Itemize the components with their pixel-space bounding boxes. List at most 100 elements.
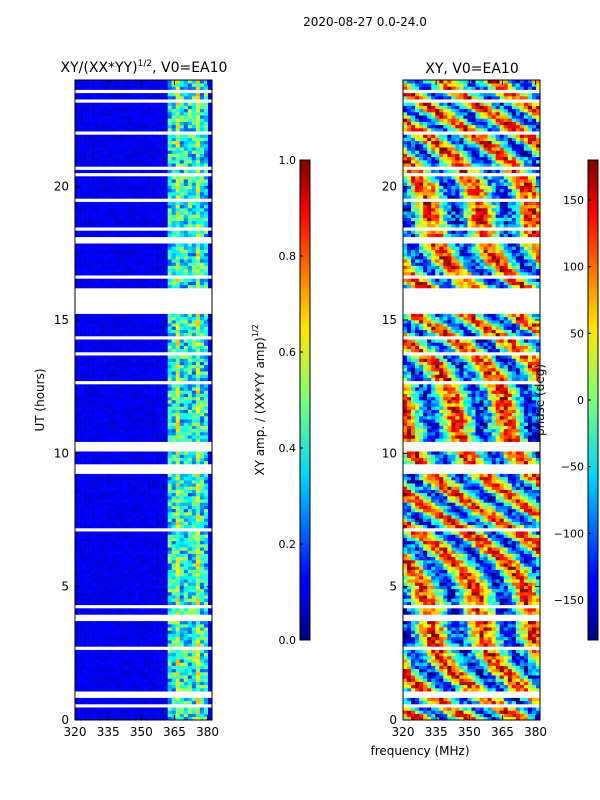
heatmap-cell (199, 601, 205, 606)
heatmap-cell (111, 272, 116, 276)
heatmap-cell (187, 566, 193, 570)
heatmap-cell (131, 710, 136, 714)
heatmap-cell (115, 716, 120, 720)
heatmap-cell (111, 243, 116, 247)
heatmap-cell (139, 672, 144, 676)
heatmap-cell (191, 371, 197, 375)
heatmap-cell (95, 476, 100, 481)
heatmap-cell (115, 672, 120, 676)
heatmap-cell (107, 268, 112, 273)
heatmap-cell (143, 640, 148, 644)
heatmap-cell (111, 316, 116, 321)
heatmap-cell (91, 179, 96, 183)
heatmap-cell (111, 361, 116, 366)
heatmap-cell (135, 220, 140, 225)
heatmap-cell (187, 316, 193, 321)
heatmap-cell (91, 582, 96, 586)
heatmap-cell (147, 499, 152, 503)
heatmap-cell (143, 710, 148, 714)
heatmap-cell (167, 208, 173, 212)
heatmap-cell (159, 262, 164, 266)
heatmap-cell (207, 188, 212, 193)
heatmap-cell (119, 547, 124, 551)
heatmap-cell (75, 233, 80, 238)
heatmap-cell (147, 256, 152, 260)
heatmap-cell (135, 176, 140, 180)
heatmap-cell (135, 268, 140, 273)
heatmap-cell (175, 188, 181, 193)
heatmap-cell (147, 412, 152, 417)
heatmap-cell (199, 544, 205, 548)
heatmap-cell (187, 249, 193, 254)
heatmap-cell (191, 675, 197, 679)
heatmap-cell (107, 192, 112, 196)
heatmap-cell (111, 569, 116, 574)
heatmap-cell (135, 659, 140, 663)
heatmap-cell (191, 534, 197, 538)
heatmap-cell (99, 243, 104, 247)
heatmap-cell (115, 323, 120, 327)
heatmap-cell (195, 713, 201, 718)
heatmap-cell (79, 179, 84, 183)
heatmap-cell (103, 409, 108, 414)
heatmap-cell (91, 563, 96, 567)
heatmap-cell (75, 627, 80, 631)
heatmap-cell (119, 355, 124, 359)
heatmap-cell (175, 195, 181, 199)
heatmap-cell (191, 512, 197, 516)
heatmap-cell (199, 332, 205, 337)
heatmap-cell (159, 396, 164, 401)
heatmap-cell (179, 585, 185, 590)
heatmap-cell (91, 460, 96, 465)
heatmap-cell (127, 457, 132, 462)
heatmap-cell (103, 553, 108, 558)
heatmap-cell (135, 339, 140, 343)
heatmap-cell (155, 496, 160, 500)
heatmap-cell (183, 326, 189, 330)
heatmap-cell (91, 361, 96, 366)
heatmap-cell (179, 678, 185, 682)
heatmap-cell (135, 697, 140, 702)
heatmap-cell (183, 153, 189, 158)
heatmap-cell (203, 713, 209, 718)
heatmap-cell (103, 390, 108, 394)
heatmap-cell (147, 176, 152, 180)
heatmap-cell (191, 451, 197, 455)
heatmap-cell (175, 662, 181, 666)
heatmap-cell (115, 595, 120, 599)
heatmap-cell (119, 422, 124, 426)
heatmap-cell (107, 502, 112, 506)
heatmap-cell (87, 246, 92, 250)
heatmap-cell (195, 323, 201, 327)
heatmap-cell (115, 630, 120, 634)
heatmap-cell (163, 556, 168, 561)
heatmap-cell (111, 374, 116, 378)
heatmap-cell (151, 326, 156, 330)
heatmap-cell (99, 252, 104, 257)
heatmap-cell (75, 368, 80, 372)
heatmap-cell (119, 556, 124, 561)
heatmap-cell (175, 265, 181, 270)
heatmap-cell (135, 489, 140, 494)
heatmap-cell (199, 473, 205, 478)
heatmap-cell (131, 681, 136, 686)
heatmap-cell (75, 611, 80, 615)
heatmap-cell (179, 377, 185, 382)
heatmap-cell (199, 540, 205, 545)
heatmap-cell (119, 588, 124, 593)
heatmap-cell (87, 163, 92, 167)
heatmap-cell (143, 284, 148, 289)
heatmap-cell (75, 208, 80, 212)
heatmap-cell (143, 358, 148, 362)
heatmap-cell (115, 425, 120, 430)
heatmap-cell (91, 688, 96, 692)
heatmap-cell (135, 678, 140, 682)
heatmap-cell (111, 540, 116, 545)
heatmap-cell (95, 652, 100, 657)
heatmap-cell (191, 505, 197, 510)
heatmap-cell (187, 201, 193, 206)
heatmap-cell (123, 348, 128, 353)
heatmap-cell (103, 595, 108, 599)
heatmap-cell (151, 243, 156, 247)
heatmap-cell (115, 547, 120, 551)
